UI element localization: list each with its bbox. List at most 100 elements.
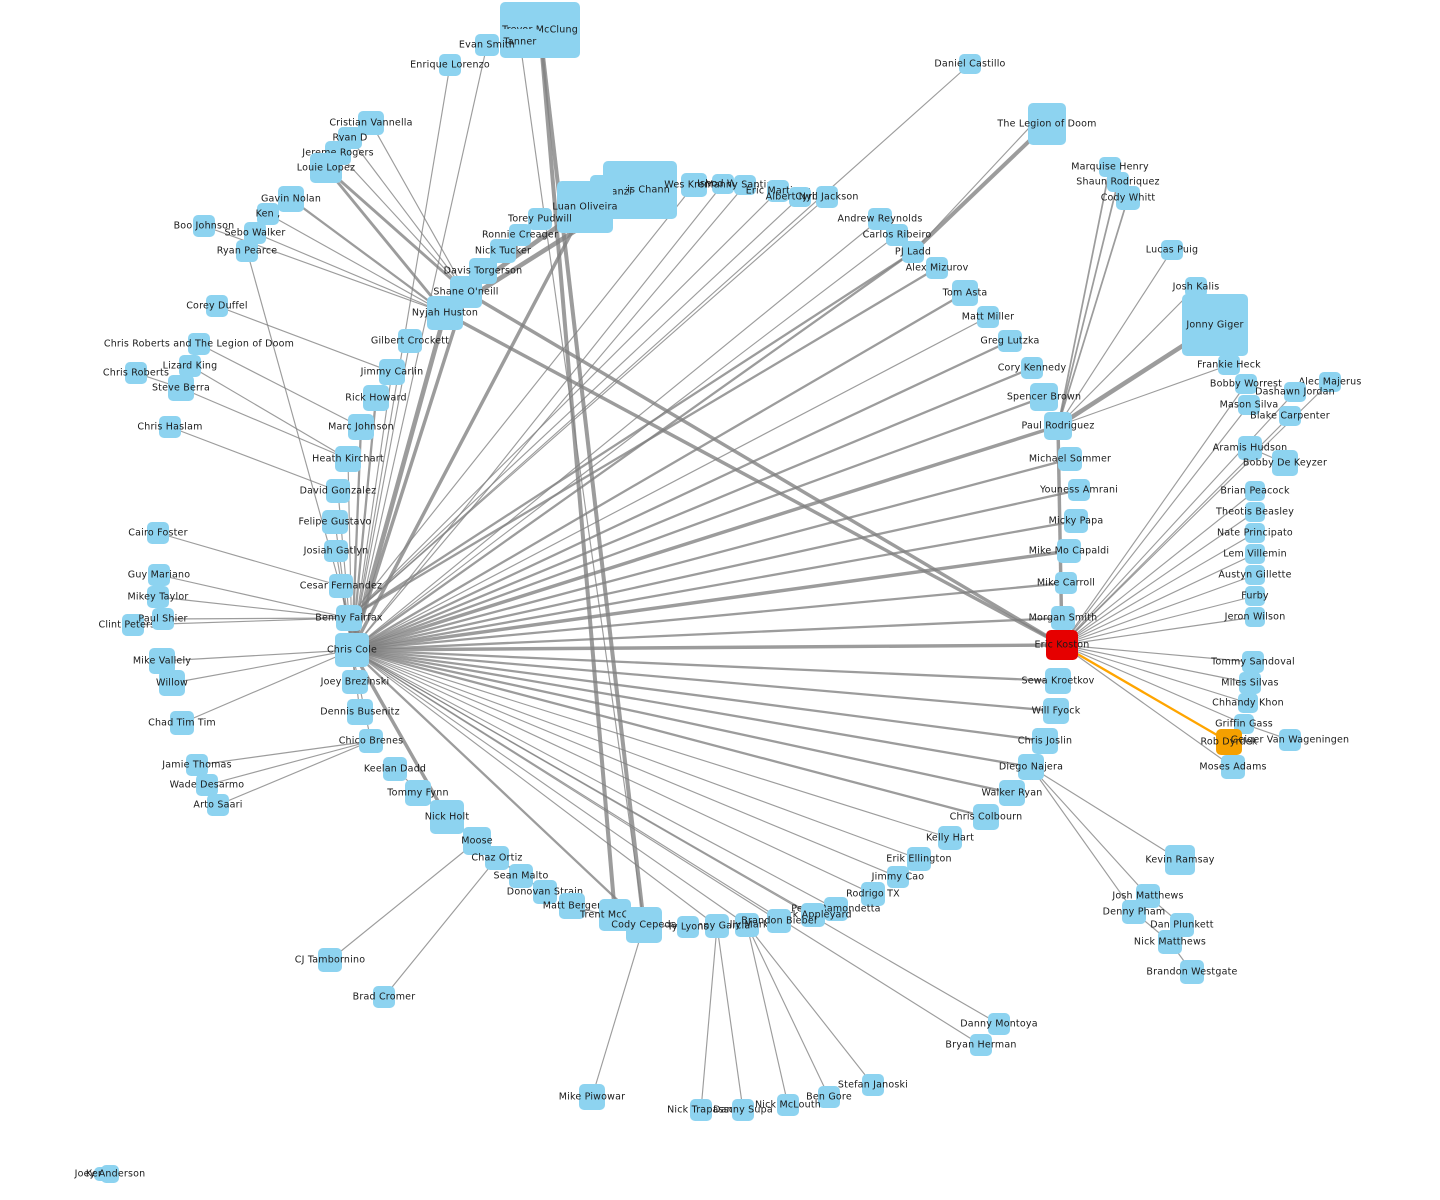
graph-node[interactable]	[533, 880, 557, 904]
graph-node[interactable]	[348, 414, 374, 440]
graph-node[interactable]	[336, 605, 362, 631]
graph-node[interactable]	[1272, 450, 1298, 476]
graph-node[interactable]	[559, 893, 585, 919]
graph-node[interactable]	[861, 882, 885, 906]
graph-node[interactable]	[767, 909, 791, 933]
graph-node[interactable]	[677, 916, 699, 938]
graph-node[interactable]	[310, 153, 342, 183]
graph-node[interactable]	[257, 203, 279, 225]
graph-node[interactable]	[342, 670, 368, 694]
graph-node[interactable]	[101, 1165, 119, 1183]
graph-node[interactable]	[168, 375, 194, 401]
graph-node[interactable]	[1116, 186, 1140, 210]
graph-node[interactable]	[1057, 539, 1081, 563]
graph-node[interactable]	[988, 1013, 1010, 1035]
graph-node[interactable]	[1245, 523, 1265, 543]
graph-node[interactable]	[690, 1099, 712, 1121]
graph-node[interactable]	[599, 899, 631, 931]
graph-node[interactable]	[358, 111, 384, 135]
graph-node[interactable]	[1245, 481, 1265, 501]
graph-node[interactable]	[1235, 374, 1257, 394]
graph-node[interactable]	[1045, 668, 1071, 694]
graph-node[interactable]	[188, 333, 210, 355]
graph-node[interactable]	[1122, 900, 1146, 924]
graph-node[interactable]	[1221, 755, 1245, 779]
graph-node[interactable]	[347, 699, 373, 725]
graph-node[interactable]	[373, 986, 395, 1008]
graph-node[interactable]	[148, 564, 170, 586]
graph-node[interactable]	[907, 847, 931, 871]
graph-node[interactable]	[1284, 382, 1306, 402]
graph-node[interactable]	[125, 362, 147, 384]
graph-node[interactable]	[824, 897, 848, 921]
graph-node[interactable]	[244, 222, 266, 244]
graph-node[interactable]	[801, 903, 825, 927]
graph-node[interactable]	[732, 1099, 754, 1121]
graph-node[interactable]	[206, 295, 228, 317]
graph-node[interactable]	[329, 574, 353, 598]
graph-node[interactable]	[427, 296, 463, 330]
graph-node[interactable]	[1216, 729, 1242, 755]
graph-node[interactable]	[1245, 544, 1265, 564]
graph-node[interactable]	[500, 29, 540, 55]
graph-node[interactable]	[862, 1074, 884, 1096]
graph-node[interactable]	[1165, 845, 1195, 875]
graph-node[interactable]	[789, 187, 811, 207]
graph-node[interactable]	[147, 522, 169, 544]
graph-node[interactable]	[1245, 502, 1265, 522]
graph-node[interactable]	[1238, 436, 1262, 460]
graph-node[interactable]	[430, 800, 464, 834]
graph-node[interactable]	[1239, 672, 1261, 694]
graph-node[interactable]	[1279, 729, 1301, 751]
graph-node[interactable]	[1245, 586, 1265, 606]
graph-node[interactable]	[1242, 651, 1264, 673]
graph-node[interactable]	[1279, 406, 1301, 426]
graph-node[interactable]	[196, 774, 218, 796]
graph-node[interactable]	[681, 173, 707, 197]
graph-node[interactable]	[1319, 372, 1341, 392]
graph-node[interactable]	[1238, 395, 1260, 415]
graph-node[interactable]	[475, 34, 499, 56]
graph-node[interactable]	[734, 175, 756, 195]
graph-node[interactable]	[818, 1086, 840, 1108]
graph-node[interactable]	[398, 329, 422, 353]
graph-node[interactable]	[207, 794, 229, 816]
graph-node[interactable]	[379, 359, 405, 385]
graph-node[interactable]	[1185, 277, 1207, 297]
graph-node[interactable]	[147, 586, 169, 608]
graph-node[interactable]	[1068, 479, 1090, 501]
graph-node[interactable]	[1028, 103, 1066, 145]
graph-node[interactable]	[1032, 728, 1058, 754]
graph-node[interactable]	[152, 608, 174, 630]
graph-node[interactable]	[318, 948, 342, 972]
graph-node[interactable]	[326, 479, 350, 503]
graph-node[interactable]	[405, 780, 431, 806]
graph-node[interactable]	[193, 215, 215, 237]
graph-node[interactable]	[1044, 412, 1072, 440]
graph-node[interactable]	[1030, 383, 1058, 411]
graph-node[interactable]	[579, 1084, 605, 1110]
graph-node[interactable]	[712, 174, 734, 194]
graph-node[interactable]	[1161, 240, 1183, 260]
graph-node[interactable]	[557, 181, 613, 233]
graph-node[interactable]	[767, 180, 789, 202]
graph-node[interactable]	[1180, 960, 1204, 984]
graph-node[interactable]	[485, 846, 509, 870]
graph-node[interactable]	[735, 913, 759, 937]
graph-node[interactable]	[1218, 355, 1240, 375]
graph-node[interactable]	[179, 355, 201, 377]
graph-node[interactable]	[970, 1034, 992, 1056]
graph-node[interactable]	[777, 1094, 799, 1116]
graph-node[interactable]	[887, 866, 909, 888]
graph-node[interactable]	[324, 540, 348, 562]
graph-node[interactable]	[973, 804, 999, 830]
graph-node[interactable]	[236, 240, 258, 262]
graph-node[interactable]	[322, 510, 348, 534]
graph-node[interactable]	[926, 257, 948, 279]
graph-node[interactable]	[1238, 693, 1258, 713]
graph-node[interactable]	[886, 224, 908, 246]
graph-node[interactable]	[902, 241, 924, 263]
graph-node[interactable]	[1182, 294, 1248, 356]
graph-node[interactable]	[170, 711, 194, 735]
graph-node[interactable]	[363, 385, 389, 411]
